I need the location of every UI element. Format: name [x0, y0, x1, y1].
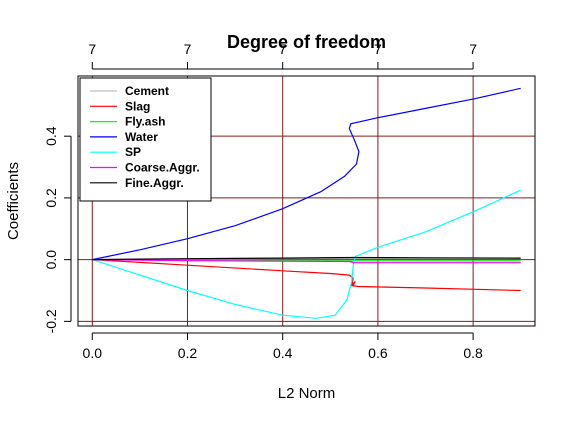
top-axis-tick-label: 7 — [374, 41, 382, 57]
legend-label: Cement — [125, 84, 169, 98]
legend-label: Water — [125, 130, 158, 144]
y-axis-tick-label: 0.2 — [43, 188, 59, 208]
series-line-slag — [92, 259, 521, 292]
x-axis-tick-label: 0.2 — [178, 345, 198, 361]
top-axis-tick-label: 7 — [184, 41, 192, 57]
top-axis-tick-label: 7 — [469, 41, 477, 57]
y-axis-tick-label: -0.2 — [43, 309, 59, 333]
legend-label: Fly.ash — [125, 115, 165, 129]
top-axis-tick-label: 7 — [279, 41, 287, 57]
x-axis-title: L2 Norm — [278, 385, 336, 402]
axes: 0.0 0.2 0.4 0.6 0.8 7 7 7 7 7 -0.2 0.0 0.2 0.4 — [43, 41, 483, 361]
series-line-sp — [92, 189, 521, 319]
series-line-fine-aggr — [92, 256, 521, 261]
chart-title: Degree of freedom — [227, 32, 386, 52]
y-axis-tick-label: 0.4 — [43, 126, 59, 146]
y-axis-title: Coefficients — [5, 162, 22, 240]
top-axis-tick-label: 7 — [88, 41, 96, 57]
legend-label: Coarse.Aggr. — [125, 161, 200, 175]
legend-label: Fine.Aggr. — [125, 176, 184, 190]
plot-frame — [77, 75, 536, 327]
series-line-coarse-aggr — [92, 259, 521, 264]
x-axis-tick-label: 0.0 — [83, 345, 103, 361]
x-axis-tick-label: 0.6 — [368, 345, 388, 361]
x-axis-tick-label: 0.8 — [463, 345, 483, 361]
series-lines — [92, 87, 521, 319]
y-axis-tick-label: 0.0 — [43, 250, 59, 270]
legend-label: SP — [125, 145, 141, 159]
legend-label: Slag — [125, 99, 150, 113]
x-axis-tick-label: 0.4 — [273, 345, 293, 361]
legend-box — [79, 77, 212, 202]
series-line-water — [92, 87, 521, 261]
